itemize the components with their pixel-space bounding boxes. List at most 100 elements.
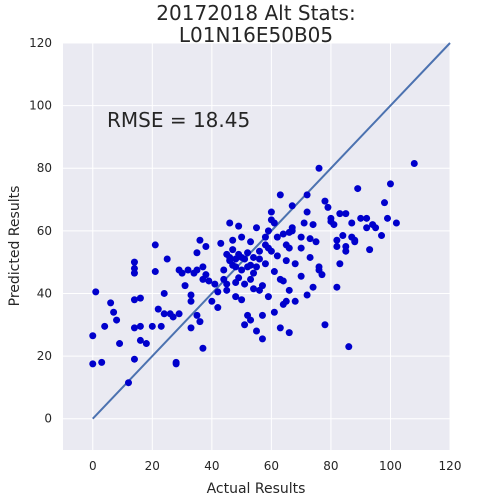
data-point-82 (244, 249, 252, 257)
data-point-173 (366, 246, 374, 254)
data-point-18 (136, 294, 144, 302)
data-point-100 (258, 335, 266, 343)
data-point-140 (306, 235, 314, 243)
data-point-0 (89, 332, 97, 340)
data-point-155 (333, 236, 341, 244)
data-point-31 (172, 358, 180, 366)
data-point-99 (258, 311, 266, 319)
data-point-29 (169, 313, 177, 321)
data-point-36 (184, 266, 192, 274)
data-point-34 (178, 269, 186, 277)
data-point-118 (279, 230, 287, 238)
data-point-93 (253, 263, 260, 271)
data-point-53 (211, 280, 219, 288)
data-point-86 (247, 275, 255, 283)
data-point-156 (333, 283, 341, 291)
data-point-46 (199, 263, 207, 271)
x-tick-label-1: 20 (145, 459, 160, 473)
data-point-24 (157, 322, 165, 330)
data-point-171 (363, 224, 371, 232)
x-tick-label-3: 60 (264, 459, 279, 473)
data-point-77 (238, 266, 246, 274)
data-point-12 (130, 258, 138, 266)
rmse-annotation: RMSE = 18.45 (107, 108, 250, 132)
data-point-16 (136, 336, 144, 344)
data-point-50 (202, 243, 210, 250)
x-tick-label-6: 120 (439, 459, 462, 473)
data-point-179 (386, 180, 394, 188)
y-tick-labels: 0 20 40 60 80 100 120 (29, 36, 52, 426)
data-point-96 (255, 255, 263, 263)
x-tick-label-0: 0 (89, 459, 97, 473)
data-point-104 (264, 227, 272, 235)
data-point-51 (205, 277, 213, 285)
y-tick-label-2: 40 (37, 286, 52, 300)
data-point-150 (321, 197, 329, 205)
data-point-172 (363, 214, 371, 222)
data-point-175 (372, 224, 380, 232)
y-tick-label-6: 120 (29, 36, 52, 50)
data-point-109 (267, 247, 275, 255)
data-point-9 (124, 379, 132, 387)
data-point-134 (297, 244, 305, 252)
data-point-39 (187, 324, 195, 332)
data-point-180 (392, 219, 400, 227)
data-point-63 (226, 219, 234, 227)
data-point-135 (297, 272, 305, 280)
data-point-114 (273, 252, 281, 260)
data-point-110 (270, 219, 278, 227)
data-point-160 (339, 232, 347, 240)
data-point-80 (241, 280, 249, 288)
data-point-76 (238, 233, 246, 241)
data-point-21 (151, 241, 159, 249)
data-point-6 (110, 308, 118, 316)
data-point-85 (247, 238, 255, 246)
data-point-89 (250, 253, 258, 261)
x-tick-label-4: 80 (323, 459, 338, 473)
data-point-102 (261, 233, 269, 241)
data-point-66 (229, 236, 237, 244)
data-point-122 (282, 257, 290, 265)
data-point-126 (285, 286, 293, 294)
data-point-112 (270, 308, 278, 316)
data-point-32 (175, 310, 183, 318)
data-point-55 (214, 304, 222, 312)
data-point-15 (130, 355, 138, 363)
data-point-79 (241, 255, 249, 263)
data-point-103 (261, 260, 269, 268)
data-point-17 (136, 322, 144, 330)
data-point-1 (89, 360, 97, 368)
data-point-141 (306, 253, 314, 261)
data-point-148 (318, 271, 326, 279)
data-point-95 (255, 247, 263, 255)
data-point-117 (276, 324, 284, 332)
data-point-159 (336, 260, 344, 268)
data-point-78 (238, 296, 246, 304)
data-point-44 (196, 236, 204, 244)
data-point-43 (193, 311, 201, 319)
data-point-14 (130, 324, 138, 332)
data-point-123 (282, 297, 290, 305)
data-point-106 (264, 293, 272, 301)
data-point-87 (247, 261, 255, 269)
data-point-38 (187, 297, 195, 305)
data-point-47 (199, 344, 207, 352)
x-axis-label: Actual Results (207, 481, 306, 497)
data-point-161 (342, 210, 350, 218)
data-point-11 (130, 264, 138, 272)
data-point-71 (232, 293, 240, 301)
data-point-22 (151, 268, 159, 276)
data-point-138 (303, 208, 311, 216)
data-point-149 (321, 321, 329, 329)
data-point-19 (142, 340, 150, 348)
data-point-91 (250, 285, 258, 293)
data-point-137 (303, 191, 311, 199)
chart-title-line-2: L01N16E50B05 (179, 23, 333, 47)
data-point-147 (315, 164, 323, 172)
data-point-41 (193, 249, 201, 257)
x-tick-label-5: 100 (379, 459, 402, 473)
data-point-94 (253, 327, 260, 335)
data-point-143 (309, 283, 317, 291)
data-point-157 (333, 243, 341, 250)
x-tick-label-2: 40 (204, 459, 219, 473)
